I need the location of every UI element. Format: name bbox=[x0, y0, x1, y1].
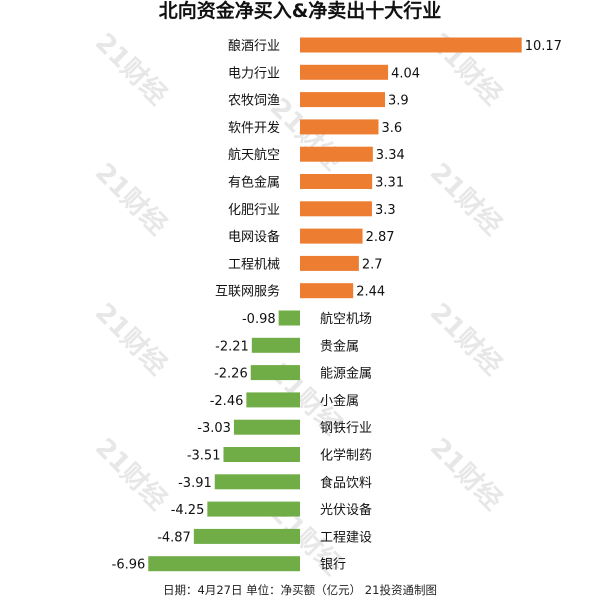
bar-row: 有色金属 3.31 bbox=[228, 174, 404, 191]
bar-row: 软件开发 3.6 bbox=[228, 119, 402, 136]
bar-positive bbox=[300, 119, 379, 135]
category-label: 能源金属 bbox=[320, 366, 372, 382]
category-label: 电网设备 bbox=[228, 229, 280, 245]
chart-title: 北向资金净买入&净卖出十大行业 bbox=[159, 0, 442, 22]
category-label: 航天航空 bbox=[228, 147, 280, 163]
value-label: -2.46 bbox=[210, 394, 244, 409]
watermark-text: 21财经 bbox=[424, 157, 508, 241]
value-label: 2.7 bbox=[362, 257, 383, 272]
bar-positive bbox=[300, 201, 372, 217]
category-label: 互联网服务 bbox=[215, 284, 280, 300]
bar-row: 工程机械 2.7 bbox=[228, 255, 383, 272]
bar-row: 贵金属 -2.21 bbox=[215, 337, 359, 354]
bar-negative bbox=[233, 419, 300, 435]
category-label: 电力行业 bbox=[228, 66, 280, 81]
value-label: -3.91 bbox=[178, 476, 212, 491]
bar-row: 酿酒行业 10.17 bbox=[228, 37, 562, 54]
category-label: 钢铁行业 bbox=[320, 421, 372, 436]
category-label: 银行 bbox=[320, 558, 346, 573]
watermark-text: 21财经 bbox=[89, 297, 173, 381]
bar-positive bbox=[300, 64, 389, 80]
bar-negative bbox=[251, 337, 300, 353]
bar-negative bbox=[246, 392, 300, 408]
bar-negative bbox=[278, 310, 300, 326]
bar-positive bbox=[300, 255, 359, 271]
category-label: 酿酒行业 bbox=[228, 38, 280, 54]
value-label: 2.44 bbox=[356, 285, 385, 300]
bars-layer: 酿酒行业 10.17 电力行业 4.04 农牧饲渔 3.9 软件开发 3.6 航天航空 3.34 有… bbox=[112, 37, 562, 573]
value-label: -2.21 bbox=[215, 339, 249, 354]
bar-negative bbox=[250, 365, 300, 381]
value-label: 10.17 bbox=[525, 39, 562, 54]
watermark-text: 21财经 bbox=[89, 27, 173, 111]
category-label: 工程建设 bbox=[320, 530, 372, 545]
bar-row: 银行 -6.96 bbox=[112, 556, 346, 573]
bar-row: 航空机场 -0.98 bbox=[242, 310, 372, 327]
category-label: 化学制药 bbox=[320, 448, 372, 464]
bar-row: 航天航空 3.34 bbox=[228, 146, 405, 163]
bar-row: 电网设备 2.87 bbox=[228, 228, 395, 245]
bar-negative bbox=[148, 556, 300, 572]
category-label: 农牧饲渔 bbox=[228, 94, 280, 109]
category-label: 软件开发 bbox=[228, 120, 280, 136]
bar-row: 光伏设备 -4.25 bbox=[171, 501, 372, 518]
watermark-text: 21财经 bbox=[424, 432, 508, 516]
bar-positive bbox=[300, 283, 354, 299]
value-label: 3.6 bbox=[381, 121, 402, 136]
bar-row: 农牧饲渔 3.9 bbox=[228, 92, 409, 109]
category-label: 有色金属 bbox=[228, 175, 280, 191]
bar-row: 小金属 -2.46 bbox=[210, 392, 359, 409]
category-label: 贵金属 bbox=[320, 338, 359, 354]
category-label: 工程机械 bbox=[228, 257, 280, 272]
category-label: 化肥行业 bbox=[228, 203, 280, 218]
watermark-text: 21财经 bbox=[424, 297, 508, 381]
bar-negative bbox=[207, 501, 300, 517]
value-label: -4.87 bbox=[157, 530, 191, 545]
bar-row: 化肥行业 3.3 bbox=[228, 201, 396, 218]
bar-negative bbox=[223, 447, 300, 462]
value-label: -3.51 bbox=[187, 449, 221, 464]
bar-row: 化学制药 -3.51 bbox=[187, 447, 372, 464]
bar-row: 互联网服务 2.44 bbox=[215, 283, 385, 300]
chart-footer: 日期：4月27日 单位：净买额（亿元） 21投资通制图 bbox=[163, 583, 437, 597]
bar-positive bbox=[300, 228, 363, 244]
value-label: 3.3 bbox=[375, 203, 396, 218]
bar-positive bbox=[300, 37, 522, 53]
bar-row: 食品饮料 -3.91 bbox=[178, 474, 372, 491]
bar-row: 电力行业 4.04 bbox=[228, 64, 420, 81]
category-label: 航空机场 bbox=[320, 311, 372, 327]
bar-positive bbox=[300, 174, 373, 189]
value-label: 4.04 bbox=[391, 66, 420, 81]
value-label: -0.98 bbox=[242, 312, 276, 327]
bar-row: 能源金属 -2.26 bbox=[214, 365, 372, 382]
bar-row: 工程建设 -4.87 bbox=[157, 528, 372, 545]
value-label: 3.31 bbox=[375, 176, 404, 191]
bar-negative bbox=[214, 474, 300, 490]
bar-negative bbox=[193, 528, 300, 544]
bar-positive bbox=[300, 92, 386, 108]
value-label: 3.9 bbox=[388, 94, 409, 109]
value-label: 2.87 bbox=[366, 230, 395, 245]
value-label: -6.96 bbox=[112, 558, 146, 573]
bar-positive bbox=[300, 146, 373, 162]
bar-row: 钢铁行业 -3.03 bbox=[197, 419, 372, 436]
category-label: 光伏设备 bbox=[320, 502, 372, 518]
value-label: -2.26 bbox=[214, 367, 248, 382]
category-label: 小金属 bbox=[320, 393, 359, 409]
category-label: 食品饮料 bbox=[320, 475, 372, 491]
value-label: -4.25 bbox=[171, 503, 205, 518]
watermark-text: 21财经 bbox=[89, 157, 173, 241]
value-label: 3.34 bbox=[376, 148, 405, 163]
value-label: -3.03 bbox=[197, 421, 231, 436]
watermark-text: 21财经 bbox=[89, 432, 173, 516]
